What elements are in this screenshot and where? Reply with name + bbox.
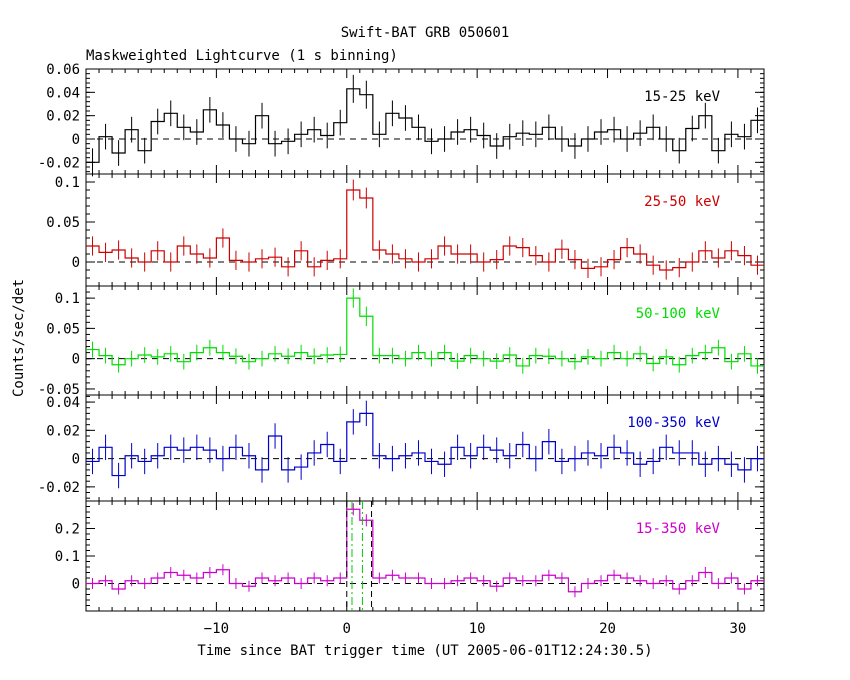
y-tick-label: 0 — [72, 452, 80, 468]
y-tick-label: 0 — [72, 255, 80, 271]
y-tick-label: 0.1 — [55, 291, 80, 307]
band-label: 15-350 keV — [636, 521, 721, 537]
y-tick-label: -0.02 — [38, 155, 80, 171]
panel-2: 0 0.05 0.1 25-50 keV — [46, 173, 765, 287]
chart-subtitle: Maskweighted Lightcurve (1 s binning) — [86, 48, 398, 64]
y-tick-label: 0.04 — [46, 395, 80, 411]
panel-1: -0.02 0 0.02 0.04 0.06 15-25 keV — [38, 62, 765, 177]
panel-frame — [85, 394, 765, 502]
y-tick-label: 0 — [72, 577, 80, 593]
y-tick-label: 0.1 — [55, 549, 80, 565]
panel-frame — [85, 500, 765, 612]
lightcurve-series — [86, 412, 764, 477]
x-tick-label: −10 — [204, 621, 229, 637]
lightcurve-series — [86, 508, 764, 593]
panel-frame — [85, 285, 765, 396]
y-tick-label: 0.1 — [55, 175, 80, 191]
band-label: 25-50 keV — [644, 194, 720, 210]
panel-frame — [85, 68, 765, 175]
y-tick-label: 0.05 — [46, 321, 80, 337]
panel-frame — [85, 173, 765, 287]
y-tick-label: 0.04 — [46, 85, 80, 101]
band-label: 50-100 keV — [636, 306, 721, 322]
band-label: 100-350 keV — [627, 415, 720, 431]
panel-5: 0 0.1 0.2 15-350 keV −10 0 10 20 30 — [55, 500, 765, 637]
x-axis-label: Time since BAT trigger time (UT 2005-06-… — [197, 643, 652, 659]
y-tick-label: 0.02 — [46, 423, 80, 439]
y-tick-label: 0.02 — [46, 109, 80, 125]
lightcurve-series — [86, 88, 764, 163]
y-tick-label: 0 — [72, 132, 80, 148]
x-tick-label: 10 — [469, 621, 486, 637]
y-tick-label: -0.05 — [38, 382, 80, 398]
x-tick-label: 0 — [343, 621, 351, 637]
band-label: 15-25 keV — [644, 89, 720, 105]
y-tick-label: 0.05 — [46, 215, 80, 231]
panel-3: -0.05 0 0.05 0.1 50-100 keV — [38, 285, 765, 398]
lightcurve-series — [86, 297, 764, 367]
y-tick-label: -0.02 — [38, 480, 80, 496]
x-tick-label: 20 — [599, 621, 616, 637]
panel-4: -0.02 0 0.02 0.04 100-350 keV — [38, 394, 765, 502]
panels-group: -0.02 0 0.02 0.04 0.06 15-25 keV 0 0.05 0.1 25-50… — [38, 62, 765, 637]
lightcurve-series — [86, 189, 764, 271]
chart-title: Swift-BAT GRB 050601 — [341, 25, 510, 41]
y-tick-label: 0.06 — [46, 62, 80, 78]
x-tick-label: 30 — [729, 621, 746, 637]
y-axis-label: Counts/sec/det — [11, 279, 27, 397]
y-tick-label: 0 — [72, 352, 80, 368]
y-tick-label: 0.2 — [55, 522, 80, 538]
